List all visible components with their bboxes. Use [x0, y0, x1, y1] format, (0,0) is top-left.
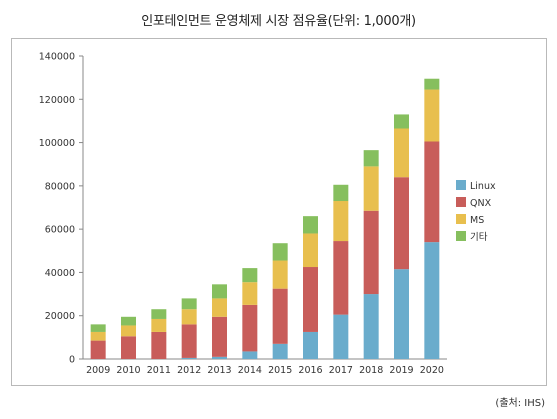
chart-title: 인포테인먼트 운영체제 시장 점유율(단위: 1,000개)	[141, 14, 416, 29]
y-tick-label: 60000	[45, 225, 75, 236]
bar-segment-QNX-2017	[333, 241, 349, 315]
bar-segment-QNX-2010	[121, 336, 136, 359]
y-tick-label: 80000	[45, 181, 75, 192]
bar-segment-기타-2013	[212, 284, 227, 299]
y-tick-label: 100000	[39, 138, 75, 149]
bar-segment-MS-2013	[212, 298, 227, 317]
bar-segment-QNX-2009	[90, 340, 106, 359]
bar-segment-기타-2017	[333, 184, 349, 202]
legend-label-기타: 기타	[470, 232, 488, 243]
bar-segment-QNX-2013	[212, 316, 227, 357]
bar-segment-Linux-2018	[363, 294, 379, 359]
y-tick-label: 120000	[39, 95, 75, 106]
bar-segment-MS-2020	[424, 89, 440, 142]
bar-segment-기타-2014	[242, 268, 258, 283]
bar-segment-QNX-2011	[151, 331, 167, 359]
chart-frame	[11, 38, 547, 386]
x-tick-label: 2012	[177, 365, 201, 376]
y-tick-label: 20000	[45, 311, 75, 322]
bar-segment-기타-2020	[424, 78, 440, 90]
bar-segment-QNX-2018	[363, 210, 379, 295]
x-tick-label: 2009	[86, 365, 110, 376]
bar-segment-MS-2010	[121, 325, 136, 337]
bar-segment-기타-2019	[394, 114, 409, 129]
bar-segment-Linux-2013	[212, 356, 227, 359]
x-tick-label: 2019	[389, 365, 413, 376]
x-tick-label: 2016	[298, 365, 322, 376]
x-tick-label: 2020	[420, 365, 444, 376]
y-tick-label: 0	[69, 355, 75, 366]
legend-swatch-QNX	[456, 197, 466, 207]
bar-segment-QNX-2012	[181, 324, 197, 358]
bar-segment-QNX-2014	[242, 304, 258, 352]
bar-segment-기타-2011	[151, 309, 167, 319]
legend-swatch-MS	[456, 214, 466, 224]
legend-swatch-기타	[456, 231, 466, 241]
legend-label-Linux: Linux	[470, 181, 496, 192]
x-tick-label: 2018	[359, 365, 383, 376]
bar-segment-Linux-2014	[242, 351, 258, 359]
y-tick-label: 40000	[45, 268, 75, 279]
x-tick-label: 2010	[116, 365, 140, 376]
bar-segment-Linux-2012	[181, 357, 197, 359]
legend-label-MS: MS	[470, 215, 484, 226]
x-tick-label: 2014	[238, 365, 262, 376]
legend-label-QNX: QNX	[470, 198, 492, 209]
bar-segment-MS-2009	[90, 331, 106, 341]
bar-segment-Linux-2019	[394, 269, 409, 359]
x-tick-label: 2015	[268, 365, 292, 376]
bar-segment-기타-2010	[121, 316, 136, 326]
bar-segment-MS-2017	[333, 201, 349, 242]
y-tick-label: 140000	[39, 52, 75, 63]
plot-area: 0 20000 40000 60000 80000 100000 120000 140000 2…	[39, 52, 447, 376]
bar-segment-Linux-2017	[333, 314, 349, 359]
bar-segment-QNX-2019	[394, 177, 409, 270]
bar-segment-MS-2011	[151, 318, 167, 332]
bar-segment-기타-2015	[272, 243, 288, 261]
legend-swatch-Linux	[456, 180, 466, 190]
bar-segment-기타-2012	[181, 298, 197, 310]
bar-segment-MS-2016	[303, 233, 318, 268]
bar-segment-MS-2019	[394, 128, 409, 178]
bar-segment-MS-2015	[272, 260, 288, 289]
bar-segment-기타-2009	[90, 324, 106, 332]
bar-segment-QNX-2015	[272, 288, 288, 344]
bar-segment-QNX-2016	[303, 267, 318, 332]
bar-segment-QNX-2020	[424, 141, 440, 243]
bar-segment-기타-2016	[303, 216, 318, 234]
bar-segment-Linux-2015	[272, 343, 288, 359]
x-tick-label: 2013	[207, 365, 231, 376]
bar-segment-MS-2014	[242, 282, 258, 305]
bar-segment-Linux-2020	[424, 242, 440, 359]
bar-segment-MS-2012	[181, 309, 197, 325]
source-note: (출처: IHS)	[495, 398, 545, 409]
legend: Linux QNX MS 기타	[456, 180, 496, 243]
bar-segment-MS-2018	[363, 166, 379, 211]
x-tick-label: 2017	[329, 365, 353, 376]
bar-segment-기타-2018	[363, 150, 379, 167]
bar-segment-Linux-2016	[303, 331, 318, 359]
x-tick-label: 2011	[147, 365, 171, 376]
